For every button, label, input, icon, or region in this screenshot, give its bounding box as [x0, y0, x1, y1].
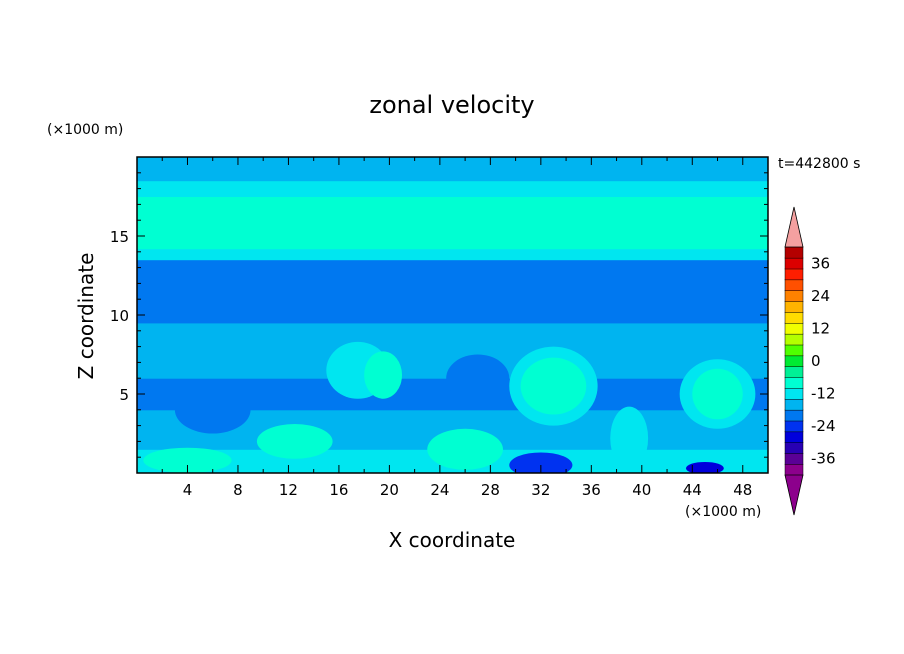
colorbar-segment	[784, 420, 804, 433]
colorbar-segment	[784, 463, 804, 476]
colorbar-segment	[784, 268, 804, 281]
x-tick-label: 16	[329, 481, 348, 499]
velocity-feature	[685, 461, 724, 473]
contour-field	[137, 157, 768, 473]
colorbar: 36 24 12 0 -12 -24 -36	[784, 206, 836, 516]
colorbar-segment	[784, 409, 804, 422]
colorbar-segment	[784, 431, 804, 443]
x-axis-label: X coordinate	[389, 528, 516, 552]
colorbar-tick-label: 12	[811, 319, 830, 337]
colorbar-segment	[784, 322, 804, 335]
x-tick-label: 40	[632, 481, 651, 499]
colorbar-under-arrow	[784, 474, 804, 516]
velocity-feature	[174, 386, 251, 434]
colorbar-tick-label: 0	[811, 352, 821, 370]
colorbar-segment	[784, 344, 804, 357]
velocity-band	[137, 259, 768, 300]
x-tick-label: 8	[233, 481, 243, 499]
colorbar-tick-label: -24	[811, 417, 836, 435]
time-label: t=442800 s	[778, 156, 860, 172]
colorbar-segment	[784, 398, 804, 411]
y-tick-label: 10	[110, 307, 129, 325]
x-unit-label: (×1000 m)	[685, 504, 761, 520]
x-axis: 4 8 12 16 20 24 28 32 36 40 44 48	[161, 157, 752, 499]
velocity-feature	[610, 406, 649, 470]
y-tick-label: 5	[119, 386, 129, 404]
velocity-band	[137, 180, 768, 197]
colorbar-segment	[784, 290, 804, 302]
x-tick-label: 28	[481, 481, 500, 499]
x-tick-label: 32	[531, 481, 550, 499]
colorbar-segment	[784, 311, 804, 324]
colorbar-segment	[784, 301, 804, 313]
chart-title: zonal velocity	[369, 91, 534, 119]
velocity-feature	[364, 351, 403, 399]
x-tick-label: 36	[582, 481, 601, 499]
velocity-band	[137, 299, 768, 324]
velocity-band	[137, 248, 768, 261]
velocity-feature	[219, 214, 295, 229]
velocity-feature	[446, 354, 510, 402]
colorbar-segment	[784, 387, 804, 400]
x-tick-label: 44	[683, 481, 702, 499]
velocity-feature	[424, 203, 456, 212]
velocity-band	[137, 322, 768, 348]
y-tick-label: 15	[110, 228, 129, 246]
y-axis-label: Z coordinate	[74, 253, 98, 380]
velocity-band	[137, 157, 768, 182]
x-tick-label: 24	[430, 481, 449, 499]
velocity-feature	[427, 428, 503, 470]
x-tick-label: 12	[279, 481, 298, 499]
colorbar-tick-label: -12	[811, 385, 836, 403]
velocity-feature	[692, 368, 743, 420]
x-tick-label: 48	[733, 481, 752, 499]
y-axis: 5 10 15	[110, 172, 768, 458]
y-unit-label: (×1000 m)	[47, 122, 123, 138]
colorbar-tick-label: 24	[811, 287, 830, 305]
velocity-feature	[143, 447, 232, 473]
colorbar-segment	[784, 355, 804, 367]
colorbar-segment	[784, 377, 804, 389]
x-tick-label: 4	[183, 481, 193, 499]
colorbar-segment	[784, 366, 804, 378]
colorbar-over-arrow	[784, 206, 804, 248]
velocity-feature	[520, 357, 587, 415]
colorbar-segment	[784, 453, 804, 465]
colorbar-tick-label: -36	[811, 450, 836, 468]
velocity-feature	[509, 452, 573, 473]
colorbar-segment	[784, 333, 804, 346]
colorbar-segment	[784, 246, 804, 259]
colorbar-segment	[784, 279, 804, 291]
colorbar-segment	[784, 442, 804, 454]
colorbar-segment	[784, 257, 804, 270]
x-tick-label: 20	[380, 481, 399, 499]
colorbar-tick-label: 36	[811, 254, 830, 272]
velocity-feature	[256, 424, 333, 459]
